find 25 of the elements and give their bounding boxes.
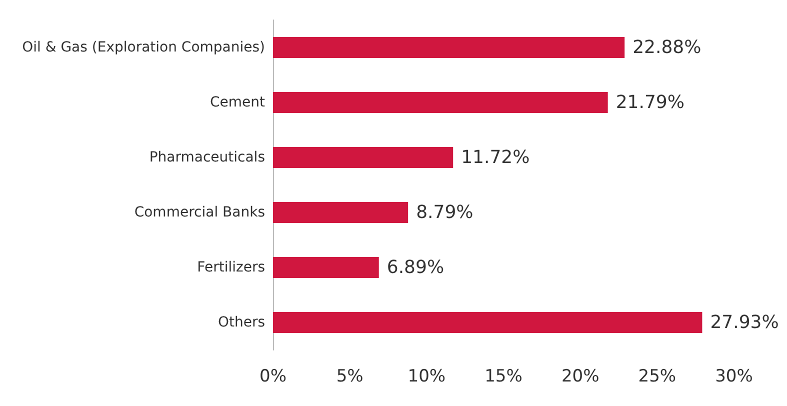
y-tick-label: Pharmaceuticals [149,150,265,166]
bar [273,202,408,223]
bar [273,92,608,113]
bar [273,312,702,333]
x-tick-label: 5% [336,366,364,386]
y-tick-label: Others [218,314,265,330]
data-label: 21.79% [616,92,684,113]
x-tick-label: 25% [638,366,676,386]
x-tick-label: 15% [484,366,522,386]
y-tick-label: Oil & Gas (Exploration Companies) [22,40,265,56]
data-label: 22.88% [632,37,702,58]
x-tick-label: 0% [260,366,286,386]
y-tick-label: Fertilizers [197,260,265,276]
x-tick-label: 20% [561,366,600,386]
y-tick-label: Commercial Banks [134,204,265,220]
y-tick-label: Cement [210,94,266,110]
bar [273,257,379,278]
bar [273,147,454,168]
data-label: 11.72% [461,147,530,168]
x-tick-label: 30% [715,366,753,386]
data-label: 8.79% [416,202,474,223]
bar [273,37,625,58]
x-tick-label: 10% [408,366,446,386]
data-label: 27.93% [710,312,779,333]
data-label: 6.89% [386,257,444,278]
